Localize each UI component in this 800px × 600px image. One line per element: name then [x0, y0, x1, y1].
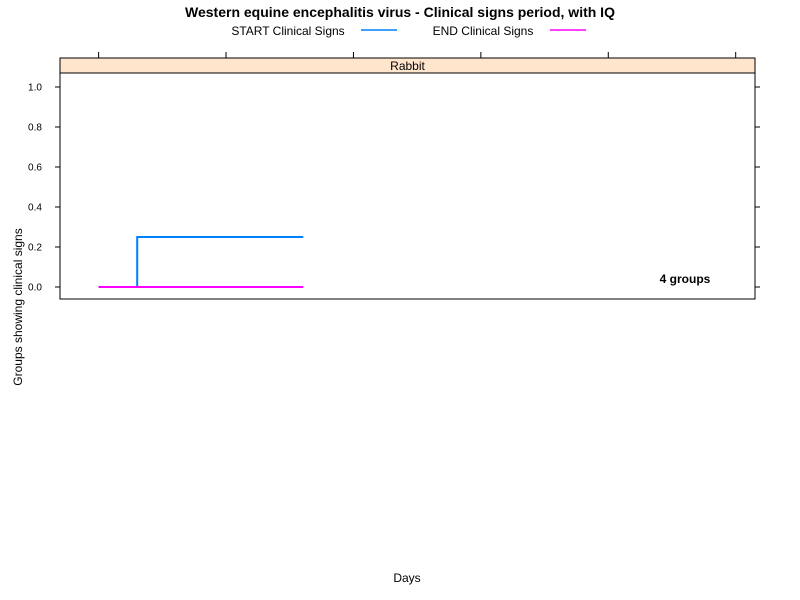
y-tick-label: 0.0	[28, 283, 42, 294]
series	[98, 236, 304, 288]
panel-strip: Rabbit	[59, 57, 756, 74]
group-count-annotation: 4 groups	[660, 272, 711, 286]
legend-label-end: END Clinical Signs	[433, 24, 534, 38]
legend: START Clinical Signs END Clinical Signs	[231, 24, 586, 38]
strip-label: Rabbit	[390, 59, 425, 73]
y-tick-label: 1.0	[28, 83, 42, 94]
y-tick-label: 0.4	[28, 203, 42, 214]
x-axis-label: Days	[393, 571, 420, 585]
y-axis: 0.0 0.2 0.4 0.6 0.8 1.0	[28, 83, 760, 294]
y-axis-label: Groups showing clinical signs	[11, 228, 25, 385]
x-ticks-top	[98, 52, 737, 58]
chart-title: Western equine encephalitis virus - Clin…	[185, 4, 615, 20]
legend-label-start: START Clinical Signs	[231, 24, 344, 38]
y-tick-label: 0.2	[28, 243, 42, 254]
y-tick-label: 0.6	[28, 163, 42, 174]
plot-frame	[59, 72, 756, 300]
y-tick-label: 0.8	[28, 123, 42, 134]
series-start-line	[98, 236, 304, 288]
